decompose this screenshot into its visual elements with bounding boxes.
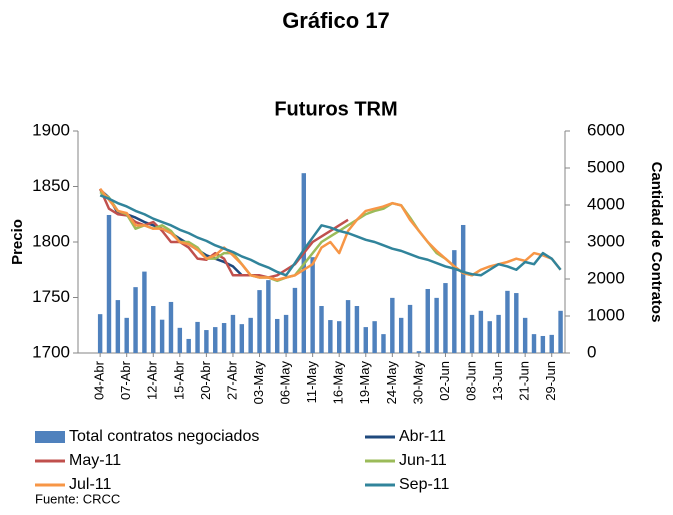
x-tick-label: 04-Abr (92, 360, 107, 400)
bar (390, 297, 395, 353)
bar (283, 314, 289, 353)
bar (354, 306, 360, 353)
bar (336, 321, 342, 353)
bar (124, 317, 129, 353)
bar (434, 297, 439, 353)
bar (106, 214, 112, 353)
bar (487, 321, 492, 353)
legend-label: Jun-11 (399, 452, 447, 469)
bar (328, 320, 333, 353)
y-tick-label: 1700 (32, 342, 70, 361)
x-tick-label: 19-May (357, 361, 372, 405)
y-tick-label: 1900 (32, 120, 70, 139)
bar (505, 290, 510, 353)
source-note: Fuente: CRCC (35, 491, 120, 506)
bar (531, 334, 537, 353)
bar (204, 330, 209, 353)
bar (186, 338, 191, 353)
legend-label: Sep-11 (399, 476, 450, 493)
x-tick-label: 12-Abr (145, 360, 160, 400)
y-tick-label: 1750 (32, 287, 70, 306)
line-series (99, 194, 562, 277)
bar (275, 318, 280, 353)
legend-label: May-11 (69, 452, 121, 469)
legend-label: Jul-11 (69, 476, 111, 493)
y-tick-label: 1850 (32, 176, 70, 195)
bar (345, 300, 351, 353)
y-tick-label: 1800 (32, 231, 70, 250)
bar (372, 321, 377, 353)
x-tick-label: 08-Jun (463, 361, 478, 401)
legend-label: Abr-11 (399, 428, 446, 445)
bar (221, 323, 227, 353)
bar (478, 310, 484, 353)
y2-tick-label: 1000 (587, 305, 625, 324)
y2-tick-label: 5000 (587, 157, 625, 176)
y2-tick-label: 4000 (587, 194, 625, 213)
bar (97, 314, 103, 353)
x-tick-label: 13-Jun (490, 361, 505, 401)
bar (159, 319, 165, 353)
x-tick-label: 20-Abr (198, 360, 213, 400)
x-tick-label: 30-May (410, 361, 425, 405)
bar (168, 301, 174, 353)
line-series (99, 187, 562, 281)
y2-axis-title: Cantidad de Contratos (648, 162, 665, 323)
bar (257, 290, 262, 353)
y2-tick-label: 6000 (587, 120, 625, 139)
legend-label: Total contratos negociados (69, 428, 259, 445)
bar (248, 317, 253, 353)
bar (381, 334, 386, 353)
x-tick-label: 15-Abr (171, 360, 186, 400)
bar (452, 250, 457, 353)
bar (195, 321, 200, 353)
bar (310, 257, 315, 353)
bar (425, 288, 430, 353)
y2-tick-label: 3000 (587, 231, 625, 250)
bar (230, 314, 236, 353)
bar (469, 314, 475, 353)
x-tick-label: 03-May (251, 361, 266, 405)
y2-tick-label: 2000 (587, 268, 625, 287)
bar (239, 324, 245, 353)
bar (133, 287, 138, 353)
bar (319, 306, 324, 353)
x-tick-label: 24-May (384, 361, 399, 405)
x-tick-label: 29-Jun (543, 361, 558, 401)
x-tick-label: 21-Jun (517, 361, 532, 401)
x-tick-label: 27-Abr (224, 360, 239, 400)
chart-title: Futuros TRM (274, 98, 397, 120)
bar (522, 317, 528, 353)
bar (416, 351, 422, 353)
bar (398, 317, 404, 353)
bar (292, 287, 298, 353)
bar (549, 334, 554, 353)
x-tick-label: 11-May (304, 361, 319, 404)
bar (177, 327, 183, 353)
legend-swatch (35, 431, 65, 443)
bar (363, 327, 368, 353)
bar (443, 283, 448, 353)
x-tick-label: 06-May (278, 361, 293, 405)
bar (115, 300, 121, 353)
x-tick-label: 16-May (331, 361, 346, 405)
bar (514, 293, 519, 353)
bar (558, 310, 563, 353)
bar (213, 327, 218, 353)
bar (460, 224, 466, 353)
bar (142, 271, 147, 353)
x-tick-label: 02-Jun (437, 361, 452, 401)
bar (266, 280, 271, 353)
bar (407, 304, 413, 353)
bar (151, 306, 156, 353)
page-header: Gráfico 17 (282, 8, 390, 33)
bar (540, 335, 546, 353)
bar (496, 314, 501, 353)
y-axis-title: Precio (9, 219, 26, 265)
y2-tick-label: 0 (587, 342, 596, 361)
x-tick-label: 07-Abr (118, 360, 133, 400)
